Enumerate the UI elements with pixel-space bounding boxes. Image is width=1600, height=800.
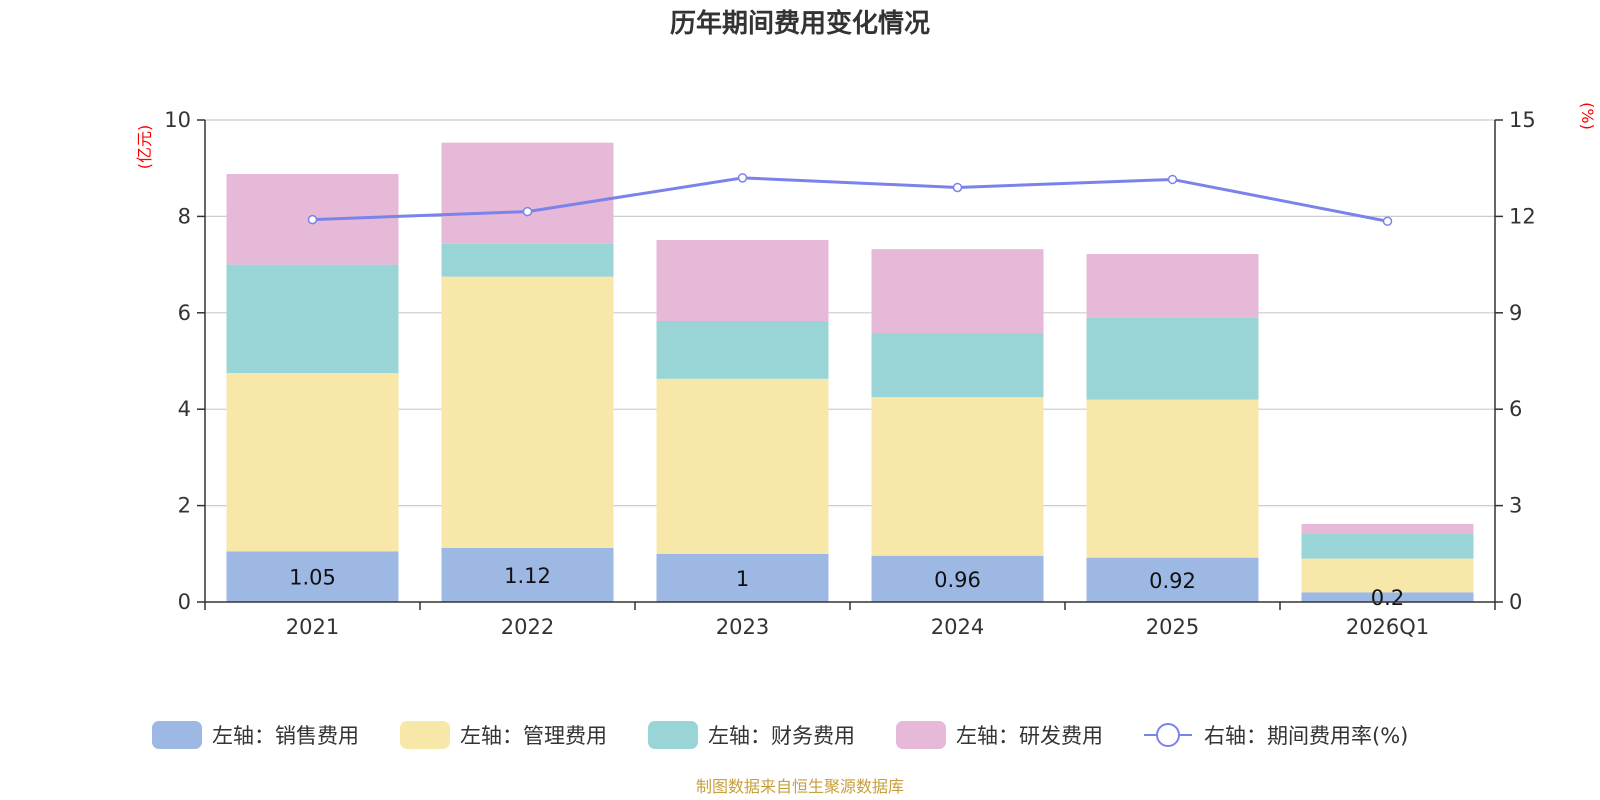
right-tick-label: 6 — [1509, 397, 1522, 421]
left-tick-label: 4 — [178, 397, 191, 421]
left-tick-label: 2 — [178, 494, 191, 518]
left-tick-label: 10 — [164, 108, 191, 132]
bar-segment — [226, 264, 399, 374]
data-label: 0.2 — [1371, 586, 1404, 610]
bar-segment — [1086, 317, 1259, 400]
legend-item: 左轴：管理费用 — [400, 721, 607, 749]
right-tick-label: 12 — [1509, 204, 1536, 228]
data-label: 1.05 — [289, 566, 336, 590]
right-tick-label: 15 — [1509, 108, 1536, 132]
bar-segment — [226, 551, 399, 602]
legend-label: 右轴：期间费用率(%) — [1204, 724, 1408, 748]
axes: 0 2 4 6 8 10 0 3 6 9 12 15 (亿元) (%) 2021 2022 2023 2024 20… — [135, 102, 1597, 639]
legend: 左轴：销售费用 左轴：管理费用 左轴：财务费用 左轴：研发费用 右轴：期间费用率(%) — [152, 721, 1408, 749]
rate-point — [307, 214, 318, 225]
x-tick-label: 2022 — [501, 615, 554, 639]
x-tick-label: 2026Q1 — [1346, 615, 1429, 639]
legend-swatch — [400, 721, 450, 749]
bar-segment — [656, 553, 829, 602]
legend-swatch — [648, 721, 698, 749]
bar-segment — [441, 243, 614, 277]
bar-segment — [1086, 399, 1259, 558]
left-axis-name: (亿元) — [135, 125, 154, 170]
rate-line — [312, 176, 1388, 223]
bar-segment — [1086, 253, 1259, 318]
bar-segment — [441, 276, 614, 549]
bar-segment — [1301, 592, 1474, 602]
legend-label: 左轴：销售费用 — [212, 724, 359, 748]
bar-segment — [1301, 558, 1474, 593]
legend-circle-icon — [1156, 723, 1180, 747]
chart-title: 历年期间费用变化情况 — [670, 8, 930, 39]
x-tick-label: 2021 — [286, 615, 339, 639]
rate-point — [1382, 216, 1393, 226]
x-tick-label: 2024 — [931, 615, 984, 639]
x-tick-label: 2025 — [1146, 615, 1199, 639]
data-label: 0.96 — [934, 568, 981, 592]
bar-segment — [656, 378, 829, 554]
bar-segment — [1301, 533, 1474, 559]
left-tick-label: 6 — [178, 301, 191, 325]
rate-point — [1167, 174, 1178, 185]
legend-item: 左轴：研发费用 — [896, 721, 1103, 749]
bar-segment — [1086, 557, 1259, 602]
data-label: 1 — [736, 567, 749, 591]
bar-segment — [1301, 523, 1474, 534]
bar-segment — [656, 320, 829, 379]
line-series — [307, 173, 1393, 226]
rate-point — [952, 182, 963, 193]
rate-point — [737, 173, 748, 183]
bar-segment — [871, 555, 1044, 602]
legend-item: 右轴：期间费用率(%) — [1144, 723, 1408, 748]
right-tick-label: 3 — [1509, 494, 1522, 518]
legend-item: 左轴：销售费用 — [152, 721, 359, 749]
bars: 1.05 1.12 1 0.96 0.92 0.2 — [226, 142, 1474, 610]
x-tick-label: 2023 — [716, 615, 769, 639]
bar-segment — [226, 373, 399, 552]
legend-item: 左轴：财务费用 — [648, 721, 855, 749]
right-tick-label: 0 — [1509, 590, 1522, 614]
legend-swatch — [896, 721, 946, 749]
legend-label: 左轴：研发费用 — [956, 724, 1103, 748]
bar-segment — [441, 142, 614, 244]
legend-label: 左轴：财务费用 — [708, 724, 855, 748]
bar-segment — [871, 333, 1044, 398]
bar-segment — [656, 240, 829, 321]
legend-swatch — [152, 721, 202, 749]
right-axis-name: (%) — [1578, 102, 1597, 130]
bar-segment — [871, 397, 1044, 556]
right-tick-label: 9 — [1509, 301, 1522, 325]
left-tick-label: 0 — [178, 590, 191, 614]
bar-segment — [441, 548, 614, 602]
source-note: 制图数据来自恒生聚源数据库 — [696, 777, 904, 796]
rate-point — [522, 206, 533, 217]
legend-label: 左轴：管理费用 — [460, 724, 607, 748]
left-tick-label: 8 — [178, 204, 191, 228]
data-label: 0.92 — [1149, 569, 1196, 593]
bar-segment — [871, 249, 1044, 334]
data-label: 1.12 — [504, 564, 551, 588]
